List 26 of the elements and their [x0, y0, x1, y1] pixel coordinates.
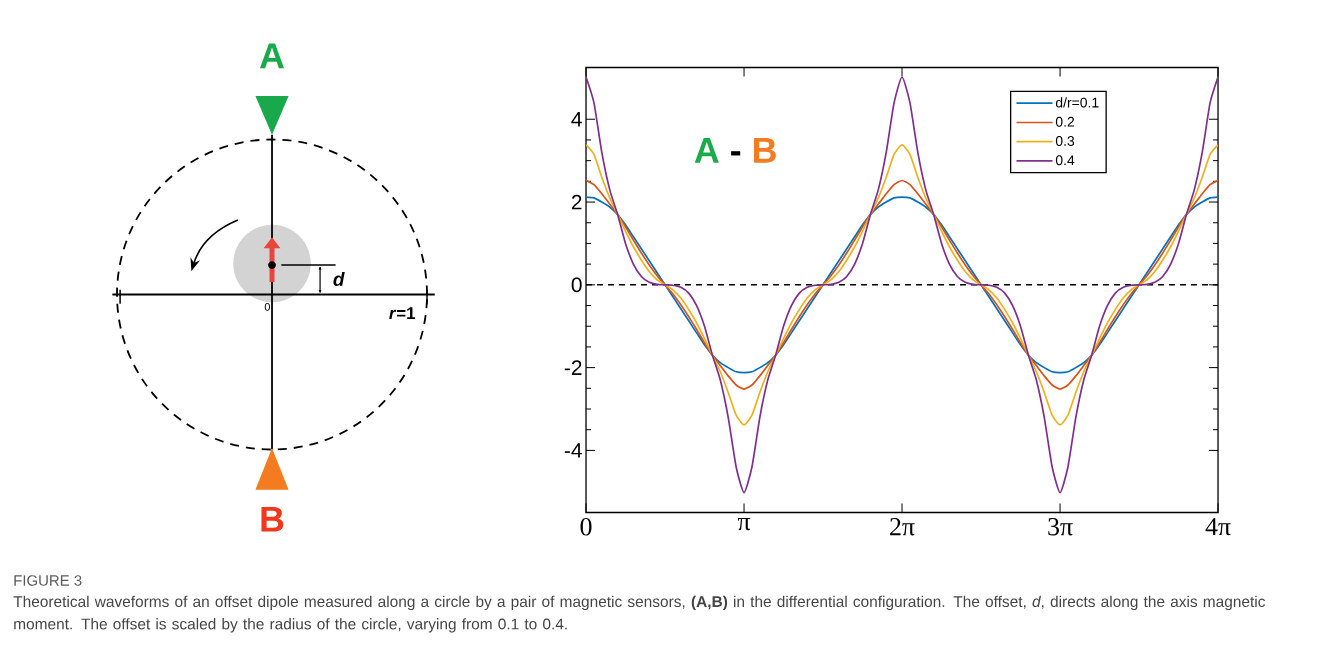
text: d	[333, 272, 345, 287]
text: Theoretical waveforms of an offset dipole measured along a circle by a pair of magnetic sensors, (A,B) in the differential configuration. The offset, d, directs along the axis magnetic moment. The offset is scaled by the radius of the circle, varying from 0.1 to 0.4.	[13, 595, 1266, 633]
x-tick-label: π	[737, 518, 751, 531]
y-tick-label: 0	[571, 277, 582, 293]
legend-label: d/r=0.1	[1055, 97, 1099, 108]
text: B	[261, 507, 284, 532]
annotation: A	[694, 138, 719, 163]
x-tick-label: 3π	[1048, 518, 1073, 536]
y-tick-label: -4	[564, 443, 582, 458]
text: 0	[264, 303, 270, 312]
text: A	[259, 43, 285, 69]
legend-label: 0.3	[1055, 136, 1075, 147]
y-tick-label: -2	[564, 360, 582, 376]
annotation: B	[754, 138, 776, 163]
y-tick-label: 4	[571, 112, 582, 127]
line-series	[586, 196, 1219, 374]
text: r=1	[389, 307, 416, 320]
x-tick-label: 4π	[1205, 518, 1231, 536]
y-tick-label: 2	[571, 194, 582, 210]
caption: FIGURE 3	[14, 575, 82, 587]
annotation: -	[731, 151, 741, 156]
line-series	[586, 76, 1219, 494]
x-tick-label: 2π	[890, 518, 915, 536]
line-series	[586, 179, 1219, 391]
legend-label: 0.2	[1055, 117, 1075, 127]
legend-label: 0.4	[1055, 155, 1075, 166]
